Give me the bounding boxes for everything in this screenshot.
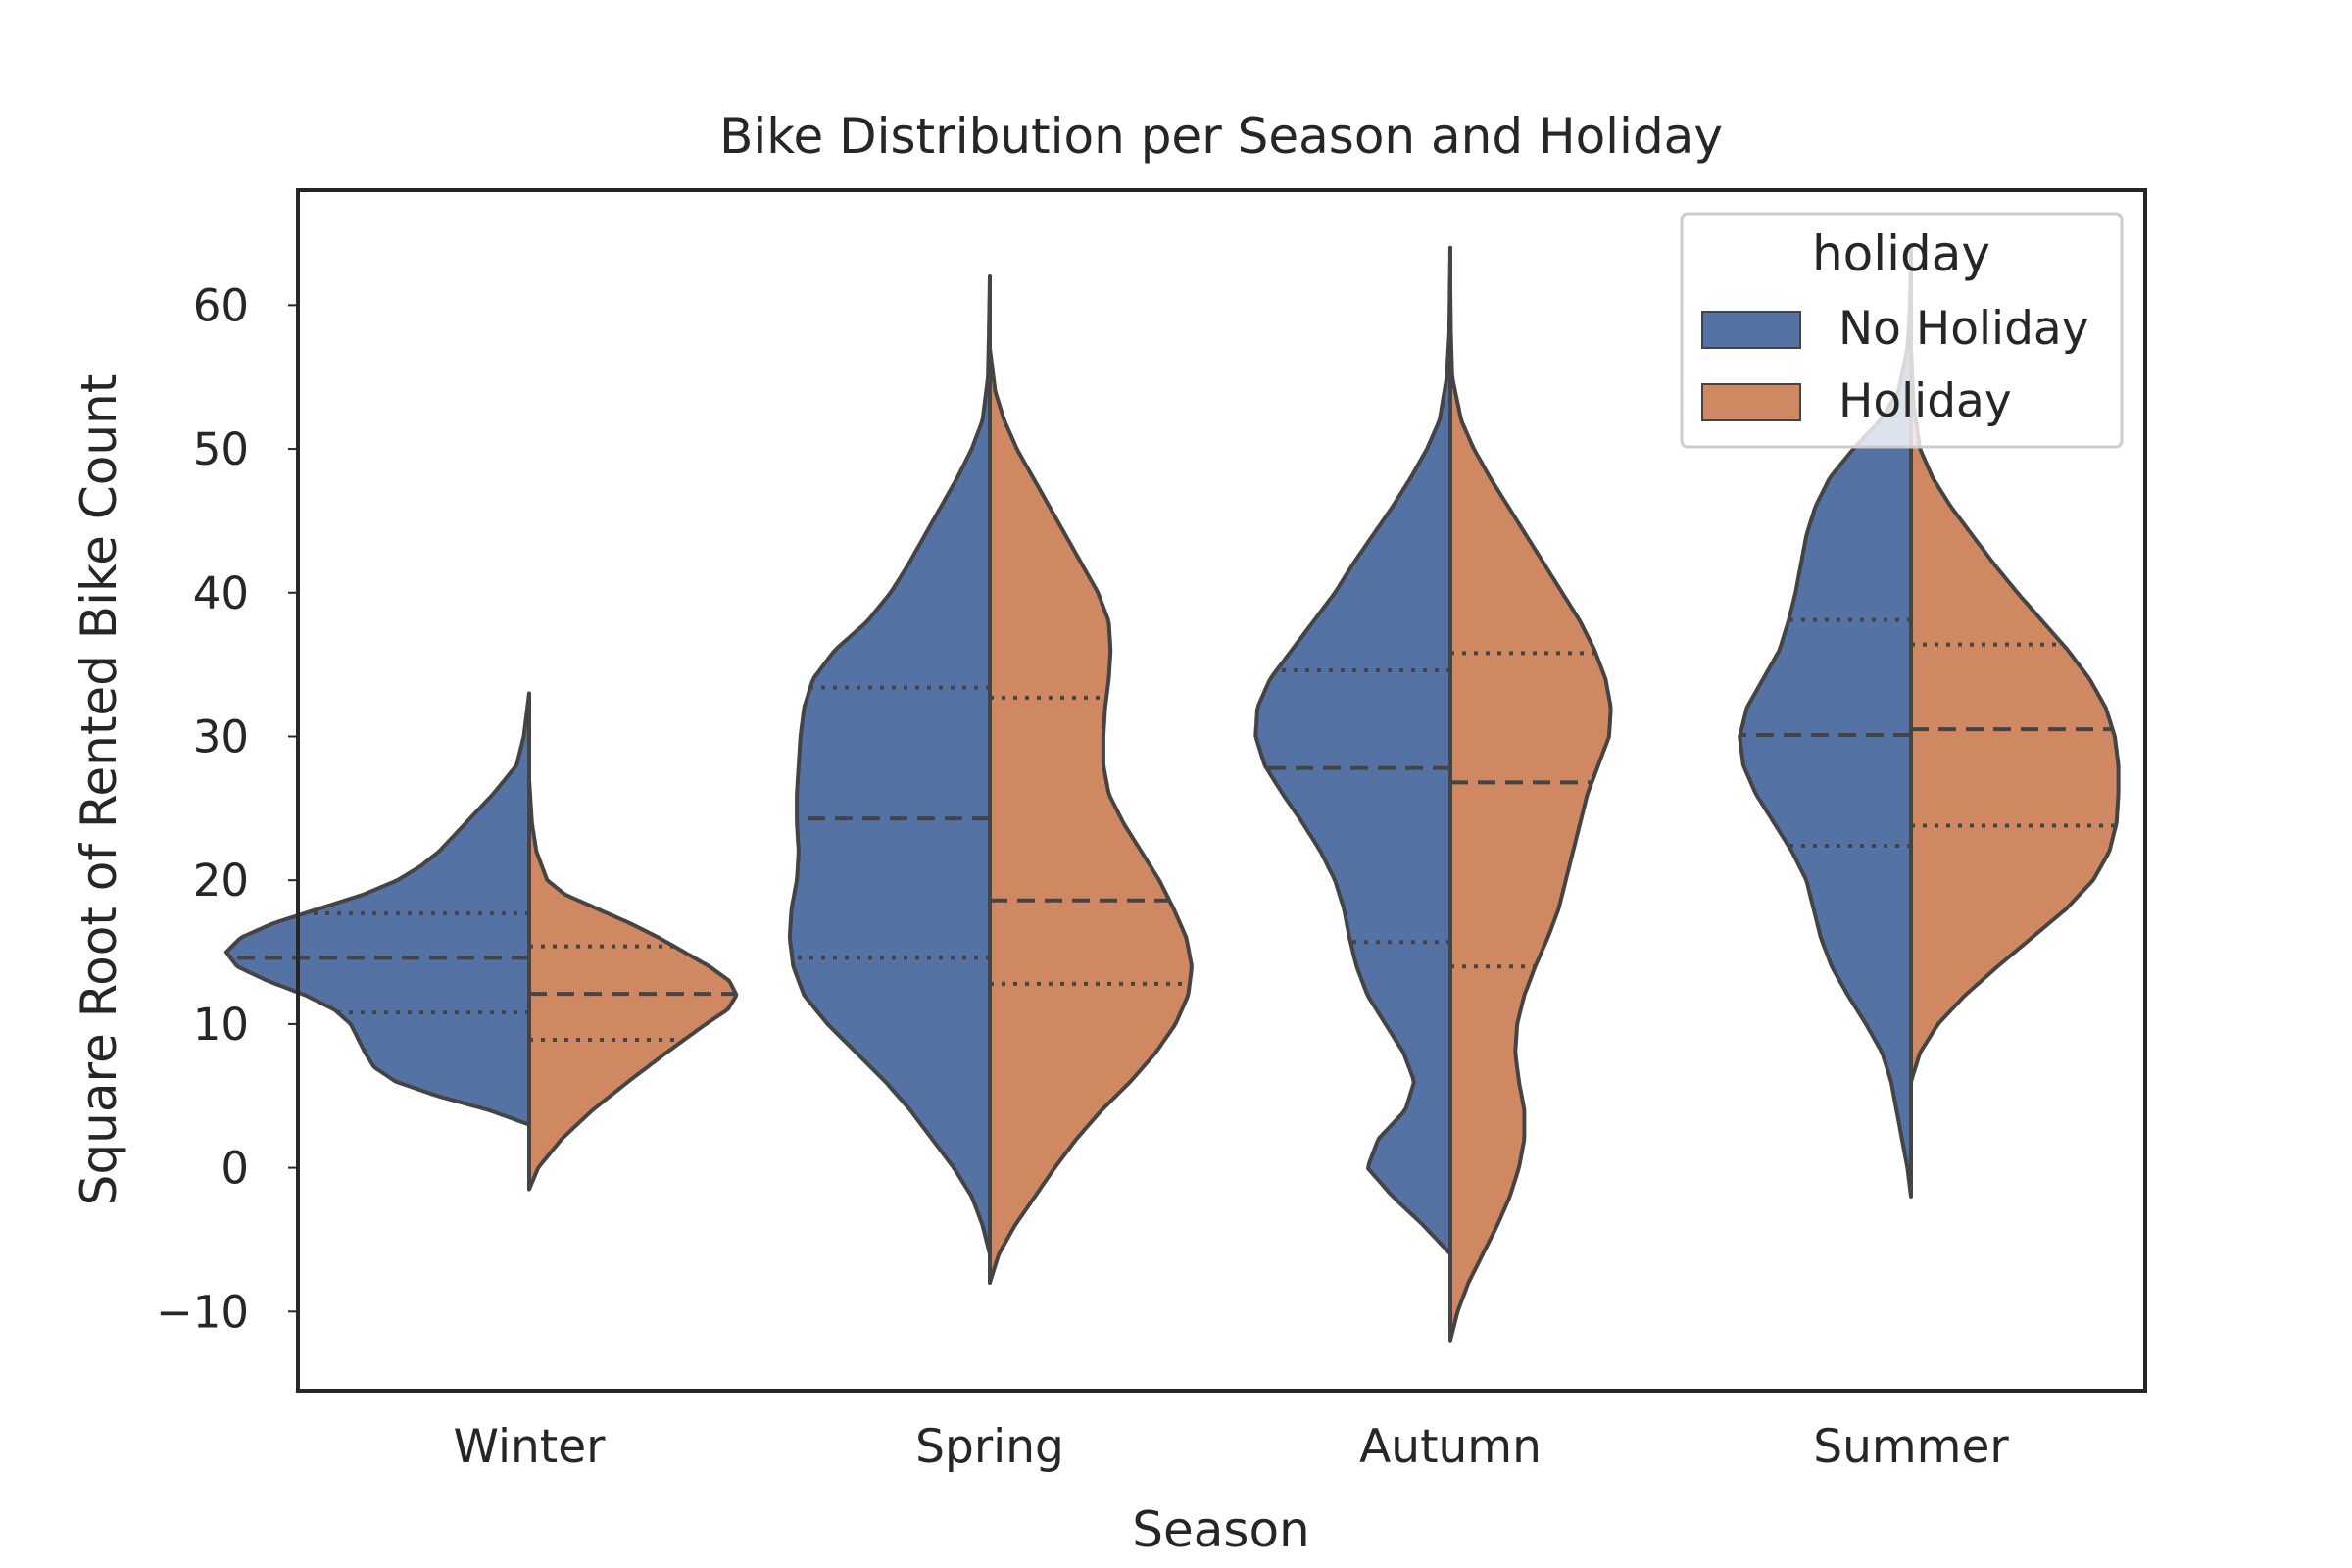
x-tick-label-spring: Spring: [915, 1420, 1064, 1474]
violin-winter-holiday: [527, 777, 739, 1192]
legend-label-holiday: Holiday: [1838, 374, 2012, 428]
chart-title: Bike Distribution per Season and Holiday: [719, 108, 1723, 165]
legend-swatch-holiday: [1701, 383, 1801, 421]
x-tick-label-summer: Summer: [1813, 1420, 2009, 1474]
quartile-lines: [230, 617, 2117, 1043]
y-tick-label: 40: [193, 567, 249, 619]
legend[interactable]: holiday No Holiday Holiday: [1680, 212, 2124, 449]
plot-area: [223, 245, 2121, 1343]
y-tick-label: 0: [220, 1143, 249, 1195]
y-tick-label: 60: [193, 279, 249, 331]
x-axis-label: Season: [1132, 1501, 1309, 1558]
y-tick-label: −10: [156, 1286, 249, 1338]
legend-swatch-no-holiday: [1701, 311, 1801, 349]
legend-label-no-holiday: No Holiday: [1838, 302, 2089, 356]
x-tick-label-winter: Winter: [454, 1420, 607, 1474]
y-tick-label: 30: [193, 710, 249, 762]
violin-autumn-no-holiday: [1253, 245, 1452, 1256]
violin-spring-holiday: [988, 346, 1194, 1285]
legend-title: holiday: [1812, 225, 1990, 282]
x-ticks: Winter Spring Autumn Summer: [454, 1420, 2010, 1474]
y-tick-label: 10: [193, 999, 249, 1051]
y-ticks: −10 0 10 20 30 40 50 60: [156, 279, 298, 1338]
violin-summer-holiday: [1909, 346, 2121, 1084]
violin-autumn-holiday: [1448, 288, 1613, 1343]
y-tick-label: 20: [193, 855, 249, 906]
violin-spring-no-holiday: [787, 274, 992, 1256]
violin-winter-no-holiday: [223, 691, 531, 1127]
y-axis-label: Square Root of Rented Bike Count: [71, 374, 127, 1206]
y-tick-label: 50: [193, 423, 249, 475]
axes-frame: [296, 188, 2147, 1393]
x-tick-label-autumn: Autumn: [1359, 1420, 1542, 1474]
